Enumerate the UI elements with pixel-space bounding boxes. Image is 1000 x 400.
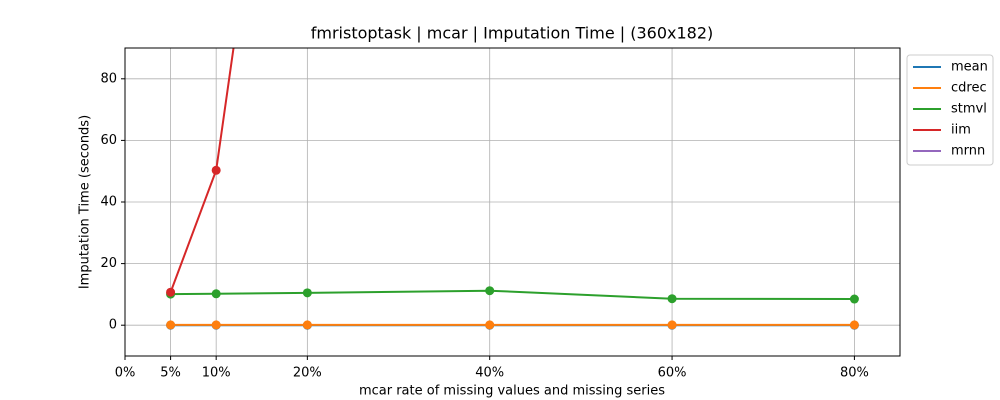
data-point — [667, 294, 677, 304]
x-tick-label: 0% — [115, 366, 136, 381]
legend-label: mean — [951, 60, 988, 75]
y-axis-label: Imputation Time (seconds) — [78, 115, 93, 289]
data-point — [302, 288, 312, 298]
y-tick-label: 60 — [100, 133, 117, 148]
legend-label: iim — [951, 123, 971, 138]
data-point — [211, 165, 221, 175]
chart-title: fmristoptask | mcar | Imputation Time | … — [311, 24, 714, 43]
legend-label: stmvl — [951, 102, 987, 117]
data-point — [485, 286, 495, 296]
data-point — [849, 320, 859, 330]
x-axis-label: mcar rate of missing values and missing … — [359, 384, 665, 399]
legend-box — [906, 54, 994, 166]
data-point — [166, 287, 176, 297]
legend: mean cdrec stmvl iim mrnn — [906, 54, 994, 166]
legend-label: mrnn — [951, 144, 985, 159]
y-tick-label: 20 — [100, 256, 117, 271]
data-point — [667, 320, 677, 330]
data-point — [302, 320, 312, 330]
x-tick-label: 10% — [202, 366, 231, 381]
series-line — [170, 289, 855, 301]
x-tick-label: 5% — [160, 366, 181, 381]
x-tick-label: 40% — [475, 366, 504, 381]
legend-label: cdrec — [951, 81, 987, 96]
data-point — [211, 289, 221, 299]
y-tick-label: 40 — [100, 195, 117, 210]
y-tick-label: 80 — [100, 71, 117, 86]
x-tick-label: 80% — [840, 366, 869, 381]
data-point — [211, 320, 221, 330]
y-tick-label: 0 — [109, 318, 117, 333]
x-tick-label: 20% — [293, 366, 322, 381]
plot-area — [166, 48, 859, 330]
data-point — [166, 320, 176, 330]
x-tick-label: 60% — [658, 366, 687, 381]
data-point — [485, 320, 495, 330]
data-point — [849, 294, 859, 304]
